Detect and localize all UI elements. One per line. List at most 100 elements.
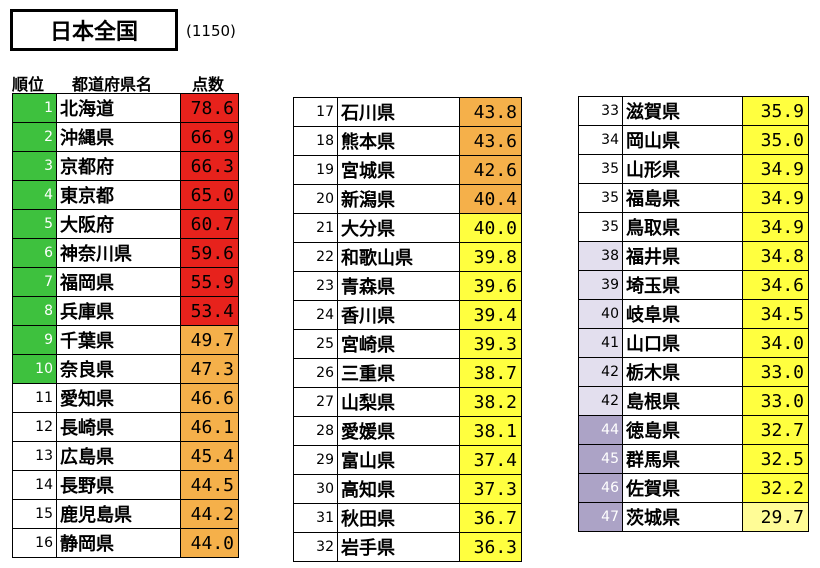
score-cell: 60.7 <box>180 209 239 239</box>
score-cell: 35.9 <box>742 96 809 126</box>
table-row: 15 鹿児島県 44.2 <box>12 499 239 529</box>
ranking-table-1: 1 北海道 78.6 2 沖縄県 66.9 3 京都府 66.3 4 東京都 65.0 5 大阪府 60.7… <box>12 93 239 558</box>
score-cell: 33.0 <box>742 386 809 416</box>
table-row: 25 宮崎県 39.3 <box>293 329 522 359</box>
score-cell: 32.5 <box>742 444 809 474</box>
prefecture-cell: 岡山県 <box>622 125 743 155</box>
rank-cell: 33 <box>578 96 623 126</box>
table-row: 6 神奈川県 59.6 <box>12 238 239 268</box>
table-row: 35 山形県 34.9 <box>578 154 809 184</box>
prefecture-cell: 山口県 <box>622 328 743 358</box>
rank-cell: 46 <box>578 473 623 503</box>
score-cell: 34.9 <box>742 183 809 213</box>
table-row: 2 沖縄県 66.9 <box>12 122 239 152</box>
prefecture-cell: 宮城県 <box>337 155 460 185</box>
score-cell: 34.5 <box>742 299 809 329</box>
score-cell: 44.2 <box>180 499 239 529</box>
prefecture-cell: 静岡県 <box>56 528 181 558</box>
rank-cell: 11 <box>12 383 57 413</box>
prefecture-cell: 岩手県 <box>337 532 460 562</box>
prefecture-cell: 群馬県 <box>622 444 743 474</box>
prefecture-cell: 島根県 <box>622 386 743 416</box>
table-row: 12 長崎県 46.1 <box>12 412 239 442</box>
score-cell: 32.2 <box>742 473 809 503</box>
prefecture-cell: 香川県 <box>337 300 460 330</box>
ranking-table-2: 17 石川県 43.8 18 熊本県 43.6 19 宮城県 42.6 20 新潟県 40.4 21 大分… <box>293 97 522 562</box>
prefecture-cell: 徳島県 <box>622 415 743 445</box>
prefecture-cell: 兵庫県 <box>56 296 181 326</box>
table-row: 46 佐賀県 32.2 <box>578 473 809 503</box>
table-row: 1 北海道 78.6 <box>12 93 239 123</box>
prefecture-cell: 宮崎県 <box>337 329 460 359</box>
table-row: 34 岡山県 35.0 <box>578 125 809 155</box>
prefecture-cell: 沖縄県 <box>56 122 181 152</box>
rank-cell: 4 <box>12 180 57 210</box>
prefecture-cell: 三重県 <box>337 358 460 388</box>
rank-cell: 35 <box>578 183 623 213</box>
rank-cell: 10 <box>12 354 57 384</box>
prefecture-cell: 愛媛県 <box>337 416 460 446</box>
table-row: 41 山口県 34.0 <box>578 328 809 358</box>
table-row: 31 秋田県 36.7 <box>293 503 522 533</box>
score-cell: 34.9 <box>742 154 809 184</box>
score-cell: 66.9 <box>180 122 239 152</box>
rank-cell: 16 <box>12 528 57 558</box>
table-row: 45 群馬県 32.5 <box>578 444 809 474</box>
table-row: 5 大阪府 60.7 <box>12 209 239 239</box>
table-row: 28 愛媛県 38.1 <box>293 416 522 446</box>
table-row: 35 福島県 34.9 <box>578 183 809 213</box>
table-row: 27 山梨県 38.2 <box>293 387 522 417</box>
rank-cell: 35 <box>578 154 623 184</box>
table-row: 17 石川県 43.8 <box>293 97 522 127</box>
score-cell: 45.4 <box>180 441 239 471</box>
prefecture-cell: 京都府 <box>56 151 181 181</box>
prefecture-cell: 栃木県 <box>622 357 743 387</box>
score-cell: 34.9 <box>742 212 809 242</box>
score-cell: 78.6 <box>180 93 239 123</box>
table-row: 42 栃木県 33.0 <box>578 357 809 387</box>
rank-cell: 1 <box>12 93 57 123</box>
score-cell: 37.3 <box>459 474 522 504</box>
prefecture-cell: 和歌山県 <box>337 242 460 272</box>
rank-cell: 5 <box>12 209 57 239</box>
score-cell: 40.0 <box>459 213 522 243</box>
score-cell: 34.8 <box>742 241 809 271</box>
rank-cell: 30 <box>293 474 338 504</box>
rank-cell: 44 <box>578 415 623 445</box>
score-cell: 38.1 <box>459 416 522 446</box>
score-cell: 35.0 <box>742 125 809 155</box>
score-cell: 38.2 <box>459 387 522 417</box>
rank-cell: 29 <box>293 445 338 475</box>
prefecture-cell: 熊本県 <box>337 126 460 156</box>
table-row: 24 香川県 39.4 <box>293 300 522 330</box>
prefecture-cell: 大分県 <box>337 213 460 243</box>
prefecture-cell: 岐阜県 <box>622 299 743 329</box>
rank-cell: 42 <box>578 386 623 416</box>
prefecture-cell: 北海道 <box>56 93 181 123</box>
rank-cell: 40 <box>578 299 623 329</box>
rank-cell: 17 <box>293 97 338 127</box>
rank-cell: 47 <box>578 502 623 532</box>
rank-cell: 41 <box>578 328 623 358</box>
score-cell: 59.6 <box>180 238 239 268</box>
rank-cell: 8 <box>12 296 57 326</box>
rank-cell: 12 <box>12 412 57 442</box>
header-rank: 順位 <box>12 75 45 94</box>
score-cell: 38.7 <box>459 358 522 388</box>
total-count: (1150) <box>186 22 236 40</box>
score-cell: 39.8 <box>459 242 522 272</box>
prefecture-cell: 広島県 <box>56 441 181 471</box>
rank-cell: 9 <box>12 325 57 355</box>
table-row: 35 鳥取県 34.9 <box>578 212 809 242</box>
score-cell: 53.4 <box>180 296 239 326</box>
prefecture-cell: 福井県 <box>622 241 743 271</box>
score-cell: 49.7 <box>180 325 239 355</box>
prefecture-cell: 青森県 <box>337 271 460 301</box>
prefecture-cell: 鳥取県 <box>622 212 743 242</box>
score-cell: 66.3 <box>180 151 239 181</box>
table-row: 10 奈良県 47.3 <box>12 354 239 384</box>
score-cell: 39.4 <box>459 300 522 330</box>
score-cell: 55.9 <box>180 267 239 297</box>
rank-cell: 39 <box>578 270 623 300</box>
score-cell: 39.6 <box>459 271 522 301</box>
